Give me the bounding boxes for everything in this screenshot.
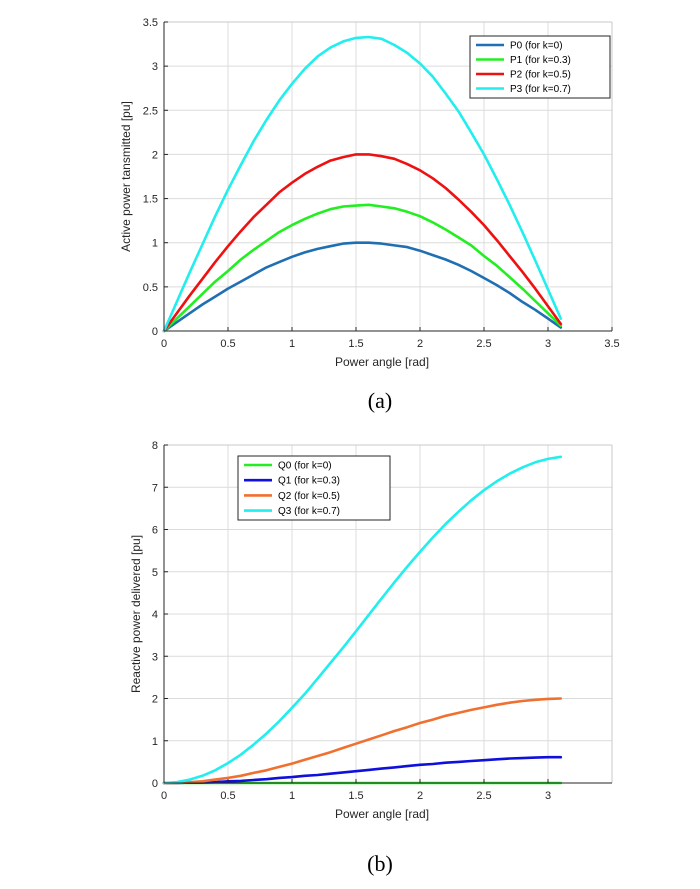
y-tick-label: 6 (152, 525, 158, 537)
series-line-q2 (162, 697, 563, 785)
legend: Q0 (for k=0) Q1 (for k=0.3) Q2 (for k=0.5)… (237, 455, 391, 521)
y-tick-label: 4 (152, 609, 158, 621)
legend-entry: P2 (for k=0.5) (510, 70, 571, 81)
x-tick-label: 0 (161, 338, 167, 350)
x-tick-label: 1.5 (348, 338, 363, 350)
series-line-p0 (162, 241, 563, 333)
legend-entry: P1 (for k=0.3) (510, 55, 571, 66)
y-tick-label: 8 (152, 440, 158, 452)
chart-caption: (a) (368, 388, 392, 413)
y-tick-label: 2.5 (143, 105, 158, 117)
y-tick-label: 0 (152, 778, 158, 790)
x-tick-label: 2 (417, 338, 423, 350)
chart-a: 0 0.5 1 1.5 2 2.5 3 3.5 0 0.5 1 1.5 2 2.5 3 3.5 Power an… (119, 17, 620, 413)
x-tick-label: 1.5 (348, 790, 363, 802)
y-tick-label: 7 (152, 482, 158, 494)
y-tick-label: 3 (152, 651, 158, 663)
x-tick-label: 3 (545, 338, 551, 350)
series-line-q1 (162, 755, 563, 785)
x-tick-label: 2.5 (476, 790, 491, 802)
legend-entry: Q2 (for k=0.5) (278, 491, 340, 502)
x-tick-label: 2.5 (476, 338, 491, 350)
x-axis-label: Power angle [rad] (335, 807, 429, 821)
x-tick-label: 2 (417, 790, 423, 802)
y-tick-label: 0 (152, 326, 158, 338)
x-tick-label: 0 (161, 790, 167, 802)
x-axis-label: Power angle [rad] (335, 355, 429, 369)
series-line-q3 (162, 455, 563, 785)
series-line-p2 (162, 153, 563, 333)
y-tick-label: 3 (152, 61, 158, 73)
x-tick-label: 1 (289, 790, 295, 802)
x-tick-label: 3 (545, 790, 551, 802)
legend-entry: P0 (for k=0) (510, 41, 563, 52)
x-tick-label: 3.5 (604, 338, 619, 350)
y-tick-label: 1.5 (143, 194, 158, 206)
y-tick-label: 0.5 (143, 282, 158, 294)
legend-entry: Q0 (for k=0) (278, 461, 332, 472)
legend-entry: P3 (for k=0.7) (510, 84, 571, 95)
legend-entry: Q1 (for k=0.3) (278, 476, 340, 487)
y-tick-label: 3.5 (143, 17, 158, 29)
y-tick-label: 1 (152, 736, 158, 748)
series-line-p1 (162, 203, 563, 333)
series-line-p3 (162, 35, 563, 333)
chart-caption: (b) (367, 851, 393, 876)
y-axis-label: Active power tansmitted [pu] (119, 101, 133, 252)
x-tick-label: 1 (289, 338, 295, 350)
y-tick-label: 2 (152, 149, 158, 161)
x-tick-label: 0.5 (220, 338, 235, 350)
chart-b: 0 0.5 1 1.5 2 2.5 3 0 1 2 3 4 5 6 7 8 Power angle [rad] R… (129, 440, 613, 876)
y-axis-label: Reactive power delivered [pu] (129, 535, 143, 693)
y-tick-label: 2 (152, 694, 158, 706)
legend: P0 (for k=0) P1 (for k=0.3) P2 (for k=0.5)… (469, 35, 611, 99)
y-tick-label: 5 (152, 567, 158, 579)
y-tick-label: 1 (152, 238, 158, 250)
legend-entry: Q3 (for k=0.7) (278, 506, 340, 517)
x-tick-label: 0.5 (220, 790, 235, 802)
